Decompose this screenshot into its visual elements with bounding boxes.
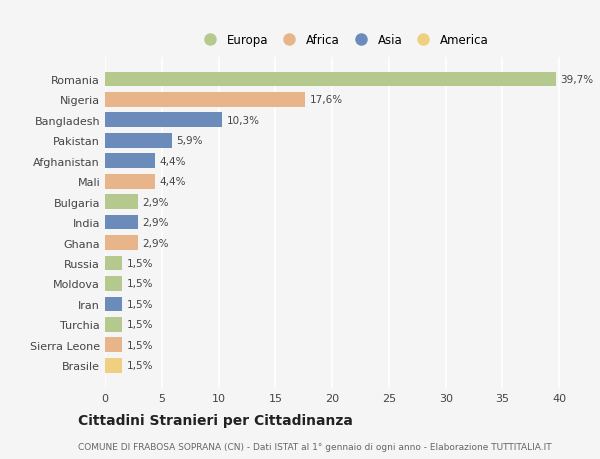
Bar <box>105 358 122 373</box>
Text: 2,9%: 2,9% <box>142 218 169 228</box>
Text: 1,5%: 1,5% <box>127 319 153 330</box>
Text: 1,5%: 1,5% <box>127 360 153 370</box>
Bar <box>105 256 122 271</box>
Bar <box>105 235 138 250</box>
Bar <box>105 93 305 107</box>
Bar <box>105 276 122 291</box>
Text: 2,9%: 2,9% <box>142 238 169 248</box>
Text: 39,7%: 39,7% <box>560 75 593 85</box>
Text: 1,5%: 1,5% <box>127 258 153 269</box>
Text: 2,9%: 2,9% <box>142 197 169 207</box>
Bar <box>105 134 172 148</box>
Text: 10,3%: 10,3% <box>227 116 260 126</box>
Text: Cittadini Stranieri per Cittadinanza: Cittadini Stranieri per Cittadinanza <box>78 414 353 428</box>
Bar <box>105 338 122 353</box>
Text: COMUNE DI FRABOSA SOPRANA (CN) - Dati ISTAT al 1° gennaio di ogni anno - Elabora: COMUNE DI FRABOSA SOPRANA (CN) - Dati IS… <box>78 442 551 451</box>
Text: 5,9%: 5,9% <box>176 136 203 146</box>
Bar <box>105 154 155 169</box>
Legend: Europa, Africa, Asia, America: Europa, Africa, Asia, America <box>195 30 492 50</box>
Text: 4,4%: 4,4% <box>160 157 186 166</box>
Bar <box>105 317 122 332</box>
Bar <box>105 73 556 87</box>
Text: 1,5%: 1,5% <box>127 299 153 309</box>
Text: 4,4%: 4,4% <box>160 177 186 187</box>
Bar <box>105 174 155 189</box>
Bar <box>105 297 122 312</box>
Bar <box>105 113 222 128</box>
Text: 1,5%: 1,5% <box>127 279 153 289</box>
Text: 1,5%: 1,5% <box>127 340 153 350</box>
Text: 17,6%: 17,6% <box>310 95 343 105</box>
Bar <box>105 195 138 210</box>
Bar <box>105 215 138 230</box>
